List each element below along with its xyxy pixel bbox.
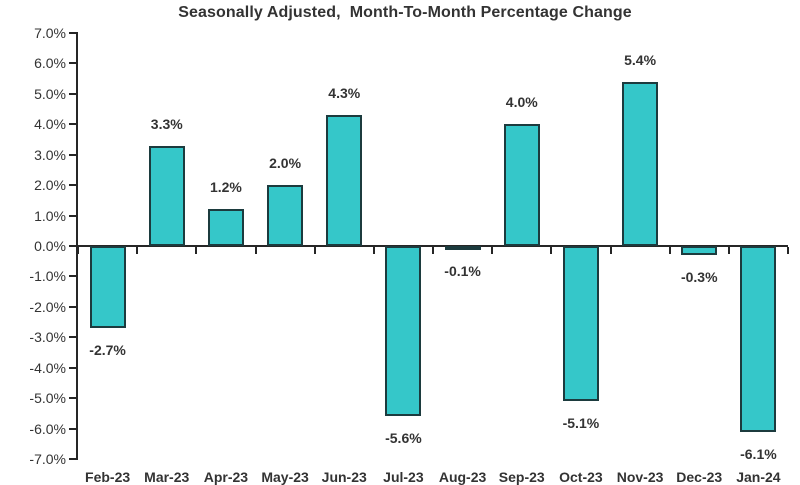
y-tick [69,397,76,400]
x-axis-label-feb-23: Feb-23 [85,469,131,485]
x-axis-label-oct-23: Oct-23 [559,469,603,485]
x-tick [254,247,257,254]
x-tick [491,247,494,254]
bar-jul-23 [385,246,422,417]
bar-may-23 [267,185,304,246]
y-axis-tick-label: 5.0% [34,85,66,102]
bar-aug-23 [444,246,481,250]
y-axis-tick-label: -5.0% [29,390,66,407]
y-axis-tick-label: -4.0% [29,359,66,376]
y-axis-tick-label: 0.0% [34,238,66,254]
bar-nov-23 [622,81,659,246]
x-tick [550,247,553,254]
bar-label-feb-23: -2.7% [89,342,126,359]
y-tick [69,62,76,65]
x-axis-label-aug-23: Aug-23 [438,469,487,485]
bar-label-oct-23: -5.1% [562,415,600,432]
x-axis-label-nov-23: Nov-23 [616,469,664,485]
x-tick [668,247,671,254]
x-axis-label-jul-23: Jul-23 [383,469,424,485]
y-tick [69,214,76,217]
x-axis-label-may-23: May-23 [261,469,309,485]
bar-label-may-23: 2.0% [269,155,302,172]
y-axis-line [76,32,78,460]
x-axis-label-apr-23: Apr-23 [203,469,249,485]
x-axis-label-mar-23: Mar-23 [144,469,190,485]
y-axis-tick-label: -3.0% [29,329,66,346]
x-axis-label-dec-23: Dec-23 [676,469,723,485]
x-tick [372,247,375,254]
x-axis-zero-line [78,245,788,247]
bar-sep-23 [503,124,540,246]
bar-apr-23 [207,209,244,246]
bar-label-aug-23: -0.1% [444,263,481,280]
bar-feb-23 [89,246,126,329]
x-tick [77,247,79,254]
y-tick [69,366,76,369]
x-tick [432,247,434,254]
y-axis-tick-label: 1.0% [34,207,66,224]
x-axis-label-jun-23: Jun-23 [321,469,367,485]
x-axis-label-sep-23: Sep-23 [498,469,545,485]
bar-label-dec-23: -0.3% [680,269,718,286]
y-tick [69,32,76,34]
y-axis-tick-label: 3.0% [34,146,66,163]
bar-jan-24 [740,246,777,432]
bar-label-jun-23: 4.3% [328,85,361,102]
x-axis-label-jan-24: Jan-24 [736,469,781,485]
bar-oct-23 [562,246,599,402]
bar-label-mar-23: 3.3% [150,115,183,132]
y-tick [69,458,76,460]
y-tick [69,184,76,187]
x-tick [195,247,198,254]
bar-label-jan-24: -6.1% [740,445,777,462]
chart-title: Seasonally Adjusted, Month-To-Month Perc… [178,4,632,21]
y-tick [69,92,76,95]
x-tick [136,247,139,254]
bar-label-nov-23: 5.4% [624,51,657,68]
y-tick [69,245,76,247]
x-tick [609,247,612,254]
y-tick [69,153,76,156]
bar-label-sep-23: 4.0% [505,94,538,111]
x-tick [727,247,730,254]
x-tick [787,247,789,254]
y-axis-tick-label: 4.0% [34,116,66,133]
bar-dec-23 [681,246,718,256]
bar-label-apr-23: 1.2% [209,179,242,196]
bar-jun-23 [326,115,363,246]
y-axis-tick-label: 6.0% [34,55,66,72]
y-axis-tick-label: 7.0% [34,25,66,41]
y-axis-tick-label: -1.0% [29,268,66,285]
y-tick [69,427,76,430]
y-axis-tick-label: -7.0% [29,451,66,467]
y-tick [69,275,76,278]
y-tick [69,123,76,126]
y-axis-tick-label: -6.0% [29,420,66,437]
bar-label-jul-23: -5.6% [385,430,422,447]
y-tick [69,305,76,308]
y-axis-tick-label: -2.0% [29,298,66,315]
bar-mar-23 [148,145,185,246]
x-tick [313,247,316,254]
y-axis-tick-label: 2.0% [34,177,66,194]
y-tick [69,336,76,339]
